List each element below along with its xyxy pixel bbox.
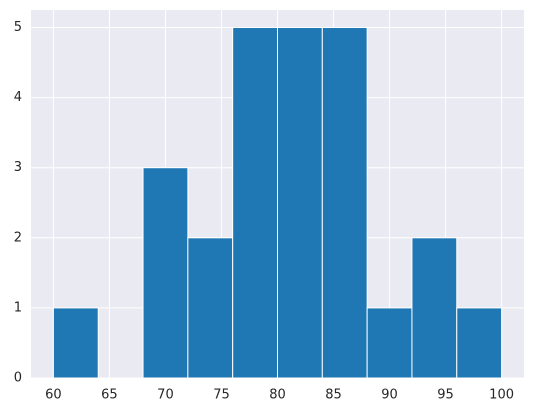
y-tick-label: 0	[14, 371, 22, 386]
bar	[366, 307, 413, 379]
x-tick-label: 85	[325, 388, 342, 403]
x-tick-label: 80	[269, 388, 286, 403]
y-tick-label: 1	[14, 300, 22, 315]
y-tick-label: 4	[14, 90, 22, 105]
x-tick-label: 100	[489, 388, 514, 403]
bar	[411, 237, 458, 379]
x-tick-label: 65	[101, 388, 118, 403]
y-tick-label: 5	[14, 20, 22, 35]
bar	[321, 27, 368, 379]
bar	[232, 27, 279, 379]
x-tick-label: 90	[381, 388, 398, 403]
bar	[277, 27, 323, 379]
y-tick-label: 3	[14, 160, 22, 175]
y-tick-label: 2	[14, 230, 22, 245]
bar	[142, 167, 189, 379]
x-tick-label: 70	[157, 388, 174, 403]
x-tick-label: 95	[437, 388, 454, 403]
bar	[187, 237, 234, 379]
x-tick-label: 60	[45, 388, 62, 403]
x-tick-label: 75	[213, 388, 230, 403]
bar	[456, 307, 503, 379]
bar	[52, 307, 99, 379]
